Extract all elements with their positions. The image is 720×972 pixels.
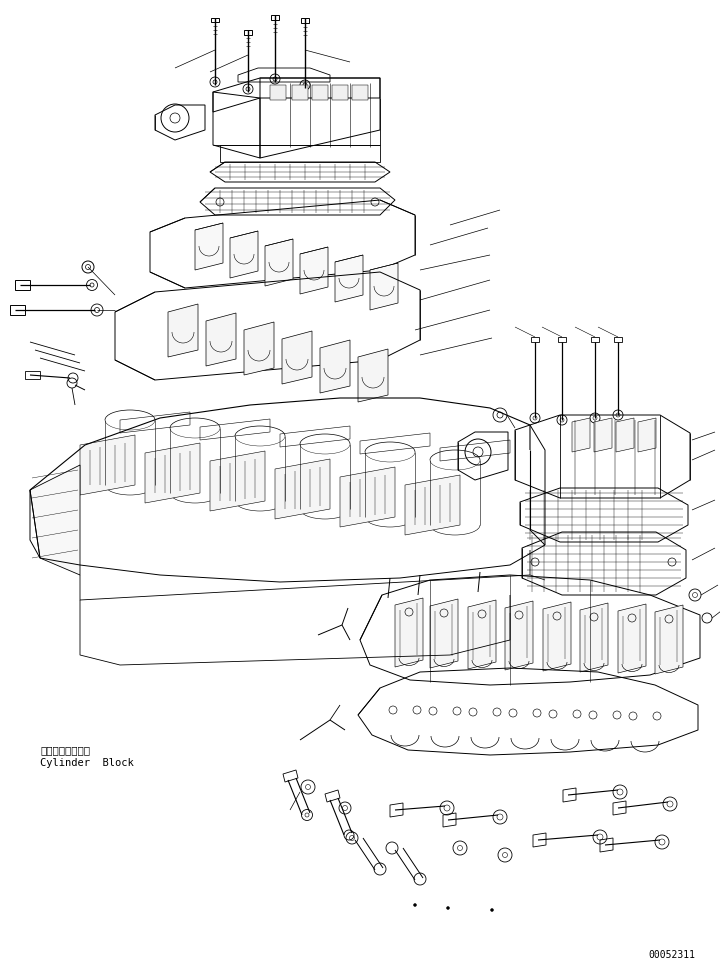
Polygon shape — [275, 459, 330, 519]
Text: Cylinder  Block: Cylinder Block — [40, 758, 134, 768]
Polygon shape — [312, 85, 328, 100]
Polygon shape — [543, 602, 571, 671]
Polygon shape — [292, 85, 308, 100]
Polygon shape — [340, 467, 395, 527]
Polygon shape — [206, 313, 236, 366]
Polygon shape — [230, 231, 258, 278]
Polygon shape — [572, 418, 590, 452]
Polygon shape — [405, 475, 460, 535]
Text: シリンダブロック: シリンダブロック — [40, 745, 90, 755]
Polygon shape — [210, 451, 265, 511]
Polygon shape — [594, 418, 612, 452]
Polygon shape — [430, 599, 458, 668]
Polygon shape — [655, 605, 683, 674]
Polygon shape — [265, 239, 293, 286]
Polygon shape — [505, 601, 533, 670]
Polygon shape — [168, 304, 198, 357]
Polygon shape — [300, 247, 328, 294]
Polygon shape — [358, 349, 388, 402]
Circle shape — [413, 904, 416, 907]
Polygon shape — [195, 223, 223, 270]
Polygon shape — [352, 85, 368, 100]
Polygon shape — [332, 85, 348, 100]
Polygon shape — [370, 263, 398, 310]
Polygon shape — [580, 603, 608, 672]
Polygon shape — [320, 340, 350, 393]
Polygon shape — [618, 604, 646, 673]
Polygon shape — [395, 598, 423, 667]
Polygon shape — [270, 85, 286, 100]
Polygon shape — [282, 331, 312, 384]
Circle shape — [490, 909, 493, 912]
Polygon shape — [638, 418, 656, 452]
Polygon shape — [468, 600, 496, 669]
Text: 00052311: 00052311 — [648, 950, 695, 960]
Polygon shape — [244, 322, 274, 375]
Polygon shape — [145, 443, 200, 503]
Polygon shape — [30, 465, 80, 575]
Polygon shape — [335, 255, 363, 302]
Circle shape — [446, 907, 449, 910]
Polygon shape — [80, 435, 135, 495]
Polygon shape — [616, 418, 634, 452]
